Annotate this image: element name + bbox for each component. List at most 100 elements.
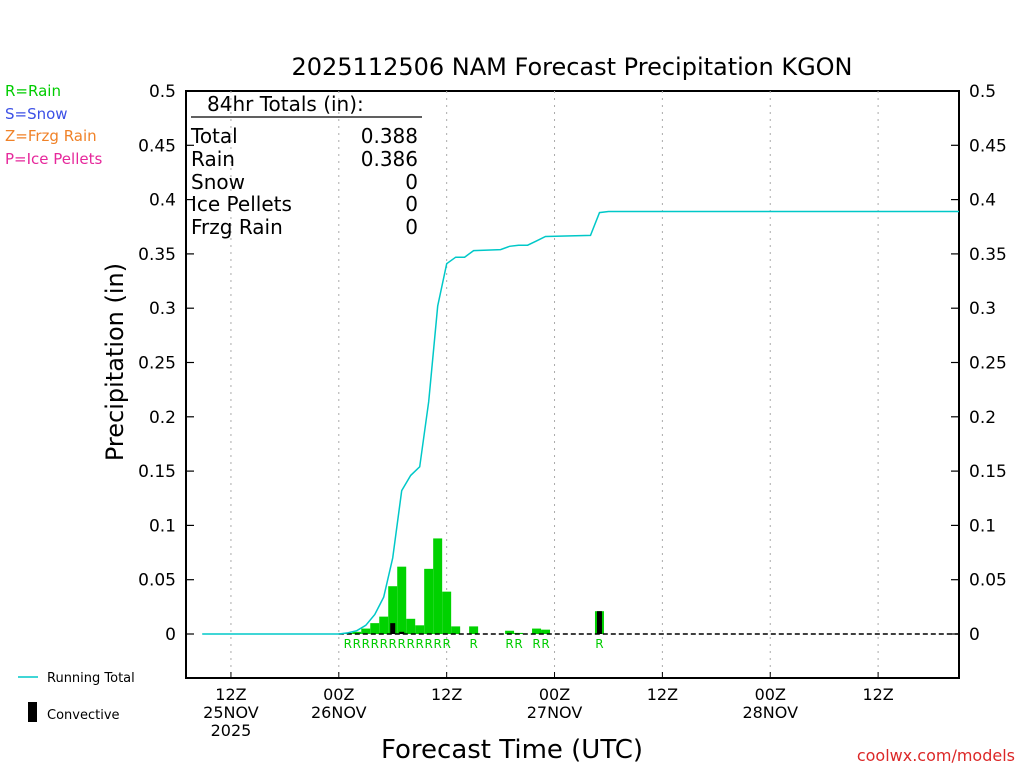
- y-tick-label-left-1: 0.05: [138, 571, 176, 591]
- convective-bar-18: [596, 611, 602, 634]
- running-total-legend-label: Running Total: [47, 671, 135, 686]
- precip-type-label-1: R: [353, 637, 361, 651]
- precip-bar-3: [370, 623, 380, 634]
- y-tick-label-left-10: 0.5: [149, 82, 176, 102]
- precip-type-label-11: R: [442, 637, 450, 651]
- running-total-line: [202, 210, 959, 635]
- convective-bar-5: [390, 623, 396, 634]
- totals-value-rain: 0.386: [361, 147, 418, 171]
- legend-ice-pellets: P=Ice Pellets: [5, 150, 102, 168]
- y-tick-label-left-2: 0.1: [149, 516, 176, 536]
- legend-frzg-rain: Z=Frzg Rain: [5, 127, 97, 145]
- x-axis-title: Forecast Time (UTC): [381, 735, 643, 765]
- totals-value-snow: 0: [405, 170, 418, 194]
- precip-type-label-5: R: [389, 637, 397, 651]
- y-axis-ticks: 0 00.05 0.050.1 0.10.15 0.150.2 0.20.25 0.250.…: [138, 82, 1007, 645]
- totals-header: 84hr Totals (in):: [207, 92, 364, 116]
- precip-bar-13: [469, 626, 479, 634]
- legend-rain: R=Rain: [5, 82, 61, 100]
- chart-title: 2025112506 NAM Forecast Precipitation KG…: [291, 53, 852, 81]
- type-legend: R=Rain S=Snow Z=Frzg Rain P=Ice Pellets: [5, 82, 102, 168]
- x-tick-label-0-3: 2025: [211, 721, 252, 740]
- precip-bar-4: [379, 616, 389, 634]
- y-tick-label-right-7: 0.35: [969, 245, 1007, 265]
- y-axis-title: Precipitation (in): [101, 263, 129, 461]
- y-tick-label-left-9: 0.45: [138, 136, 176, 156]
- y-tick-label-left-0: 0: [165, 625, 176, 645]
- precip-type-label-15: R: [532, 637, 540, 651]
- y-tick-label-right-6: 0.3: [969, 299, 996, 319]
- precip-type-label-13: R: [505, 637, 513, 651]
- precip-bar-9: [424, 568, 434, 634]
- precip-type-label-14: R: [514, 637, 522, 651]
- precip-bar-6: [397, 566, 407, 634]
- precip-bar-12: [451, 626, 461, 634]
- precip-type-label-4: R: [380, 637, 388, 651]
- y-tick-label-left-6: 0.3: [149, 299, 176, 319]
- x-tick-label-1-2: 26NOV: [311, 703, 367, 722]
- precip-type-label-2: R: [362, 637, 370, 651]
- y-tick-label-left-3: 0.15: [138, 462, 176, 482]
- plot-frame: [185, 90, 960, 679]
- y-tick-label-right-1: 0.05: [969, 571, 1007, 591]
- vertical-gridlines: [230, 91, 879, 678]
- precip-type-label-16: R: [541, 637, 549, 651]
- precip-bars: [343, 538, 604, 634]
- precip-bar-8: [415, 625, 425, 634]
- convective-bars: [390, 611, 602, 634]
- totals-label-ice-pellets: Ice Pellets: [191, 192, 292, 216]
- totals-box: 84hr Totals (in): Total 0.388 Rain 0.386…: [190, 92, 422, 239]
- y-tick-label-right-8: 0.4: [969, 191, 996, 211]
- y-tick-label-right-9: 0.45: [969, 136, 1007, 156]
- bottom-legend: Running Total Convective: [18, 671, 135, 723]
- precip-type-label-3: R: [371, 637, 379, 651]
- precip-bar-10: [433, 538, 443, 634]
- convective-bar-6: [399, 631, 405, 634]
- x-tick-label-5-2: 28NOV: [742, 703, 798, 722]
- totals-label-snow: Snow: [191, 170, 245, 194]
- precip-type-label-17: R: [595, 637, 603, 651]
- precip-type-label-10: R: [434, 637, 442, 651]
- totals-label-total: Total: [190, 124, 238, 148]
- x-tick-label-3-1: 00Z: [539, 685, 570, 704]
- totals-label-frzg-rain: Frzg Rain: [191, 215, 283, 239]
- precip-type-label-6: R: [398, 637, 406, 651]
- y-tick-label-left-5: 0.25: [138, 354, 176, 374]
- x-tick-label-5-1: 00Z: [755, 685, 786, 704]
- y-tick-label-left-7: 0.35: [138, 245, 176, 265]
- x-tick-label-0-1: 12Z: [215, 685, 246, 704]
- precip-bar-11: [442, 591, 452, 634]
- precip-type-label-8: R: [416, 637, 424, 651]
- y-tick-label-left-4: 0.2: [149, 408, 176, 428]
- precip-bar-16: [532, 628, 542, 634]
- precip-bar-1: [352, 631, 362, 634]
- convective-legend-swatch: [28, 702, 37, 722]
- precip-bar-14: [505, 630, 515, 634]
- precip-bar-2: [361, 628, 371, 634]
- x-tick-label-1-1: 00Z: [323, 685, 354, 704]
- y-tick-label-right-4: 0.2: [969, 408, 996, 428]
- totals-label-rain: Rain: [191, 147, 235, 171]
- totals-value-ice-pellets: 0: [405, 192, 418, 216]
- precip-bar-5: [388, 586, 398, 634]
- precip-type-label-7: R: [407, 637, 415, 651]
- totals-value-total: 0.388: [361, 124, 418, 148]
- x-tick-label-6-1: 12Z: [862, 685, 893, 704]
- x-tick-label-3-2: 27NOV: [527, 703, 583, 722]
- y-tick-label-right-10: 0.5: [969, 82, 996, 102]
- y-tick-label-left-8: 0.4: [149, 191, 176, 211]
- precip-bar-17: [541, 629, 551, 634]
- x-tick-label-4-1: 12Z: [647, 685, 678, 704]
- y-tick-label-right-5: 0.25: [969, 354, 1007, 374]
- precip-type-label-0: R: [344, 637, 352, 651]
- x-tick-label-0-2: 25NOV: [203, 703, 259, 722]
- precip-bar-7: [406, 618, 416, 634]
- precip-type-label-9: R: [425, 637, 433, 651]
- precip-type-label-12: R: [469, 637, 477, 651]
- credit-link[interactable]: coolwx.com/models: [857, 746, 1015, 765]
- y-tick-label-right-0: 0: [969, 625, 980, 645]
- y-tick-label-right-3: 0.15: [969, 462, 1007, 482]
